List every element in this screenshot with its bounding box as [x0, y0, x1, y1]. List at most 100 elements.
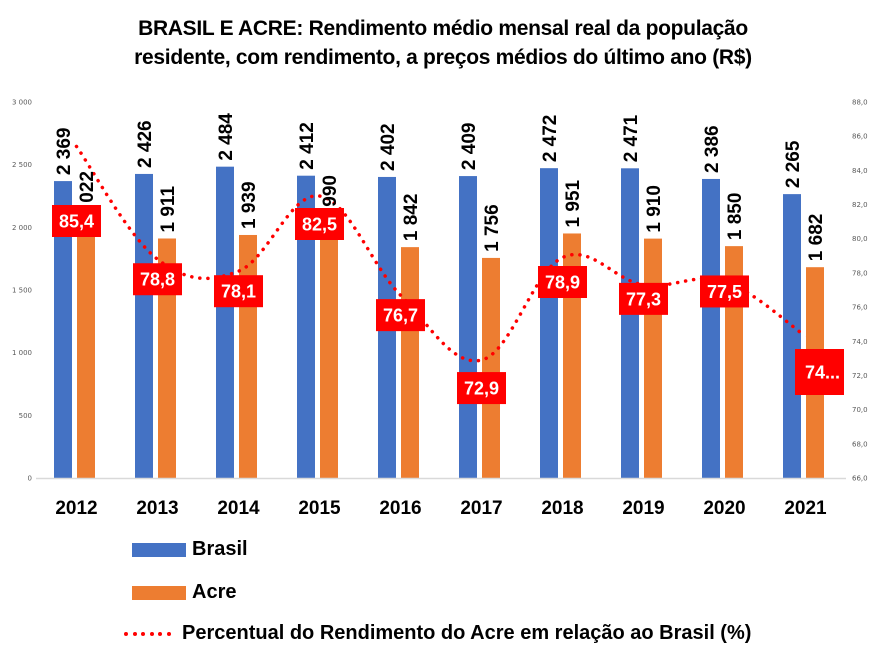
category-labels: 2012 2013 2014 2015 2016 2017 2018 2019 2020 2021	[55, 498, 827, 519]
chart-title-line-1: BRASIL E ACRE: Rendimento médio mensal r…	[138, 17, 748, 40]
percent-label-box	[295, 208, 344, 240]
bar-brasil-2021	[783, 194, 801, 478]
value-label-brasil: 2 471	[621, 114, 642, 162]
bar-brasil-2014	[216, 166, 234, 478]
percent-label: 78,1	[221, 282, 256, 302]
left-axis-tick-label: 1 500	[12, 287, 32, 295]
category-label-2020: 2020	[703, 498, 745, 519]
percent-label: 85,4	[59, 212, 94, 232]
bar-brasil-2015	[297, 175, 315, 479]
left-axis: 0 500 1 000 1 500 2 000 2 500 3 000	[12, 99, 32, 483]
legend-label-brasil: Brasil	[192, 538, 248, 560]
left-axis-tick-label: 1 000	[12, 349, 32, 357]
chart-title-line-2: residente, com rendimento, a preços médi…	[134, 46, 752, 69]
value-label-brasil: 2 412	[297, 122, 318, 170]
bar-acre-2012	[77, 224, 95, 478]
category-label-2019: 2019	[622, 498, 664, 519]
right-axis-tick-label: 86,0	[852, 133, 868, 141]
right-axis-tick-label: 70,0	[852, 406, 868, 414]
value-label-brasil: 2 265	[783, 140, 804, 188]
legend-label-percentual: Percentual do Rendimento do Acre em rela…	[182, 622, 752, 644]
value-label-brasil: 2 472	[540, 115, 561, 163]
percent-label: 82,5	[302, 215, 337, 235]
legend-dot	[124, 631, 128, 636]
value-label-acre: 1 910	[644, 185, 665, 233]
percent-label-box	[538, 266, 587, 298]
left-axis-tick-label: 0	[28, 475, 32, 483]
right-axis-tick-label: 88,0	[852, 99, 868, 107]
percent-label: 78,8	[140, 270, 175, 290]
percent-label-box	[376, 299, 425, 332]
category-label-2017: 2017	[460, 498, 502, 519]
left-axis-tick-label: 500	[19, 412, 32, 420]
bar-acre-2017	[482, 257, 500, 478]
right-axis-tick-label: 72,0	[852, 372, 868, 380]
legend-item-brasil: Brasil	[132, 538, 248, 561]
right-axis-tick-label: 76,0	[852, 304, 868, 312]
value-label-brasil: 2 409	[459, 123, 480, 171]
legend-dot	[158, 631, 162, 636]
value-label-acre: 1 842	[401, 194, 422, 242]
legend-swatch-acre	[132, 585, 186, 600]
line-percentual	[74, 144, 808, 363]
right-axis: 66,0 68,0 70,0 72,0 74,0 76,0 78,0 80,0 82,0 84,0…	[852, 99, 868, 483]
value-label-brasil: 2 426	[135, 120, 156, 168]
bar-brasil-2017	[459, 176, 477, 478]
bar-brasil-2012	[54, 181, 72, 478]
category-label-2018: 2018	[541, 498, 583, 519]
bar-acre-2013	[158, 238, 176, 478]
category-label-2015: 2015	[298, 498, 341, 519]
category-label-2021: 2021	[784, 498, 827, 519]
percent-label-box	[457, 372, 506, 405]
legend-item-acre: Acre	[132, 581, 236, 604]
percent-label: 72,9	[464, 379, 499, 399]
bar-brasil-2019	[621, 168, 639, 478]
legend-dot	[141, 631, 145, 636]
value-label-acre: 1 939	[239, 181, 260, 229]
percent-label-box	[52, 205, 101, 237]
value-label-acre: 1 911	[158, 186, 179, 233]
bar-brasil-2013	[135, 173, 153, 478]
left-axis-tick-label: 2 500	[12, 161, 32, 169]
right-axis-tick-label: 80,0	[852, 235, 868, 243]
right-axis-tick-label: 68,0	[852, 440, 868, 448]
bar-brasil-2018	[540, 168, 558, 478]
percent-label: 77,3	[626, 289, 661, 309]
percent-label: 77,5	[707, 282, 742, 302]
bar-acre-2015	[320, 228, 338, 478]
bar-acre-2016	[401, 247, 419, 478]
value-label-acre: 1 682	[806, 214, 827, 262]
percent-label: 76,7	[383, 306, 418, 326]
right-axis-tick-label: 78,0	[852, 269, 868, 277]
value-label-brasil: 2 484	[216, 113, 237, 161]
right-axis-tick-label: 82,0	[852, 201, 868, 209]
line-series	[74, 144, 808, 363]
percent-label-box	[795, 349, 844, 395]
value-labels: 2 369 2 426 2 484 2 412 2 402 2 409 2 472 2 471…	[54, 113, 827, 261]
bar-acre-2019	[644, 238, 662, 478]
value-label-brasil: 2 402	[378, 123, 399, 171]
percent-label-box	[133, 263, 182, 296]
left-axis-tick-label: 3 000	[12, 99, 32, 107]
value-label-brasil: 2 386	[702, 125, 723, 173]
value-label-acre: 1 756	[482, 204, 503, 252]
value-label-brasil: 2 369	[54, 128, 75, 176]
legend-item-percentual: Percentual do Rendimento do Acre em rela…	[122, 622, 751, 645]
percent-label-box	[700, 275, 749, 308]
bar-acre-2014	[239, 234, 257, 478]
percent-label: 78,9	[545, 273, 580, 293]
bar-brasil-2020	[702, 178, 720, 479]
right-axis-tick-label: 66,0	[852, 475, 868, 483]
legend-swatch-brasil	[132, 542, 186, 557]
category-label-2013: 2013	[136, 498, 178, 519]
category-label-2012: 2012	[55, 498, 97, 519]
percent-label-box	[619, 282, 668, 315]
value-label-acre: 1 951	[563, 179, 584, 227]
percent-label-box	[214, 275, 263, 308]
right-axis-tick-label: 84,0	[852, 167, 868, 175]
legend-dot	[132, 631, 137, 636]
legend-dot	[166, 631, 171, 636]
percent-labels: 85,4 78,8 78,1 82,5 76,7 72,9 78,9 77,3 77,5 74..…	[52, 205, 844, 405]
percent-label: 74...	[805, 363, 840, 383]
